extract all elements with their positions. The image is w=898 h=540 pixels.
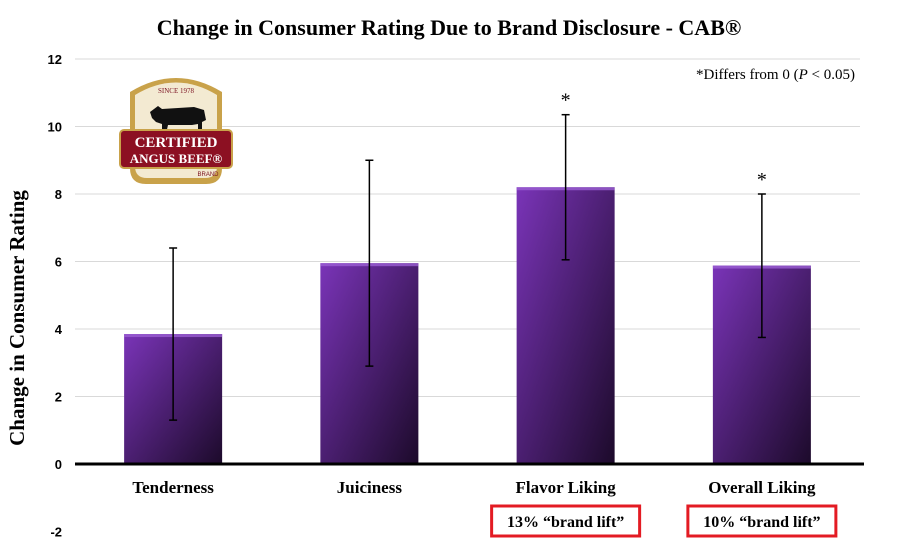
note-suffix: < 0.05) bbox=[808, 67, 855, 83]
category-label: Tenderness bbox=[132, 478, 214, 497]
y-tick-label: 0 bbox=[55, 457, 62, 472]
y-tick-labels: -2 0 2 4 6 8 10 12 bbox=[48, 52, 63, 540]
callout-box bbox=[490, 504, 642, 538]
y-axis-label: Change in Consumer Rating bbox=[5, 190, 29, 446]
callout-text: 10% “brand lift” bbox=[703, 514, 820, 531]
note-prefix: *Differs from 0 ( bbox=[696, 67, 799, 83]
note-p: P bbox=[798, 67, 808, 83]
y-tick-label: 8 bbox=[55, 187, 62, 202]
significance-note: *Differs from 0 (P < 0.05) bbox=[696, 67, 855, 83]
certified-angus-beef-logo: SINCE 1978 CERTIFIED ANGUS BEEF® BRAND bbox=[119, 78, 233, 184]
logo-brand-text: BRAND bbox=[197, 172, 219, 178]
callout-text: 13% “brand lift” bbox=[507, 514, 624, 531]
category-label: Juiciness bbox=[337, 478, 403, 497]
chart-title: Change in Consumer Rating Due to Brand D… bbox=[157, 15, 742, 40]
logo-since-text: SINCE 1978 bbox=[158, 87, 194, 95]
brand-lift-callouts: 13% “brand lift” 10% “brand lift” bbox=[490, 504, 838, 538]
logo-banner bbox=[119, 129, 233, 169]
brand-lift-callout: 13% “brand lift” bbox=[490, 504, 642, 538]
y-tick-label: 12 bbox=[48, 52, 62, 67]
category-label: Flavor Liking bbox=[515, 478, 616, 497]
y-tick-label: 2 bbox=[55, 390, 62, 405]
cow-icon bbox=[150, 106, 206, 134]
significance-star: * bbox=[561, 90, 571, 112]
brand-lift-callout: 10% “brand lift” bbox=[686, 504, 838, 538]
error-bars bbox=[169, 113, 766, 421]
bars bbox=[124, 187, 811, 464]
category-labels: Tenderness Juiciness Flavor Liking Overall … bbox=[132, 478, 816, 497]
y-tick-label: 10 bbox=[48, 120, 62, 135]
y-tick-label: -2 bbox=[50, 525, 62, 540]
logo-line1: CERTIFIED bbox=[135, 135, 218, 151]
significance-star: * bbox=[757, 169, 767, 191]
y-tick-label: 4 bbox=[55, 322, 63, 337]
significance-markers: ** bbox=[561, 90, 767, 191]
callout-box bbox=[686, 504, 838, 538]
y-tick-label: 6 bbox=[55, 255, 62, 270]
category-label: Overall Liking bbox=[708, 478, 816, 497]
logo-line2: ANGUS BEEF® bbox=[130, 151, 223, 166]
